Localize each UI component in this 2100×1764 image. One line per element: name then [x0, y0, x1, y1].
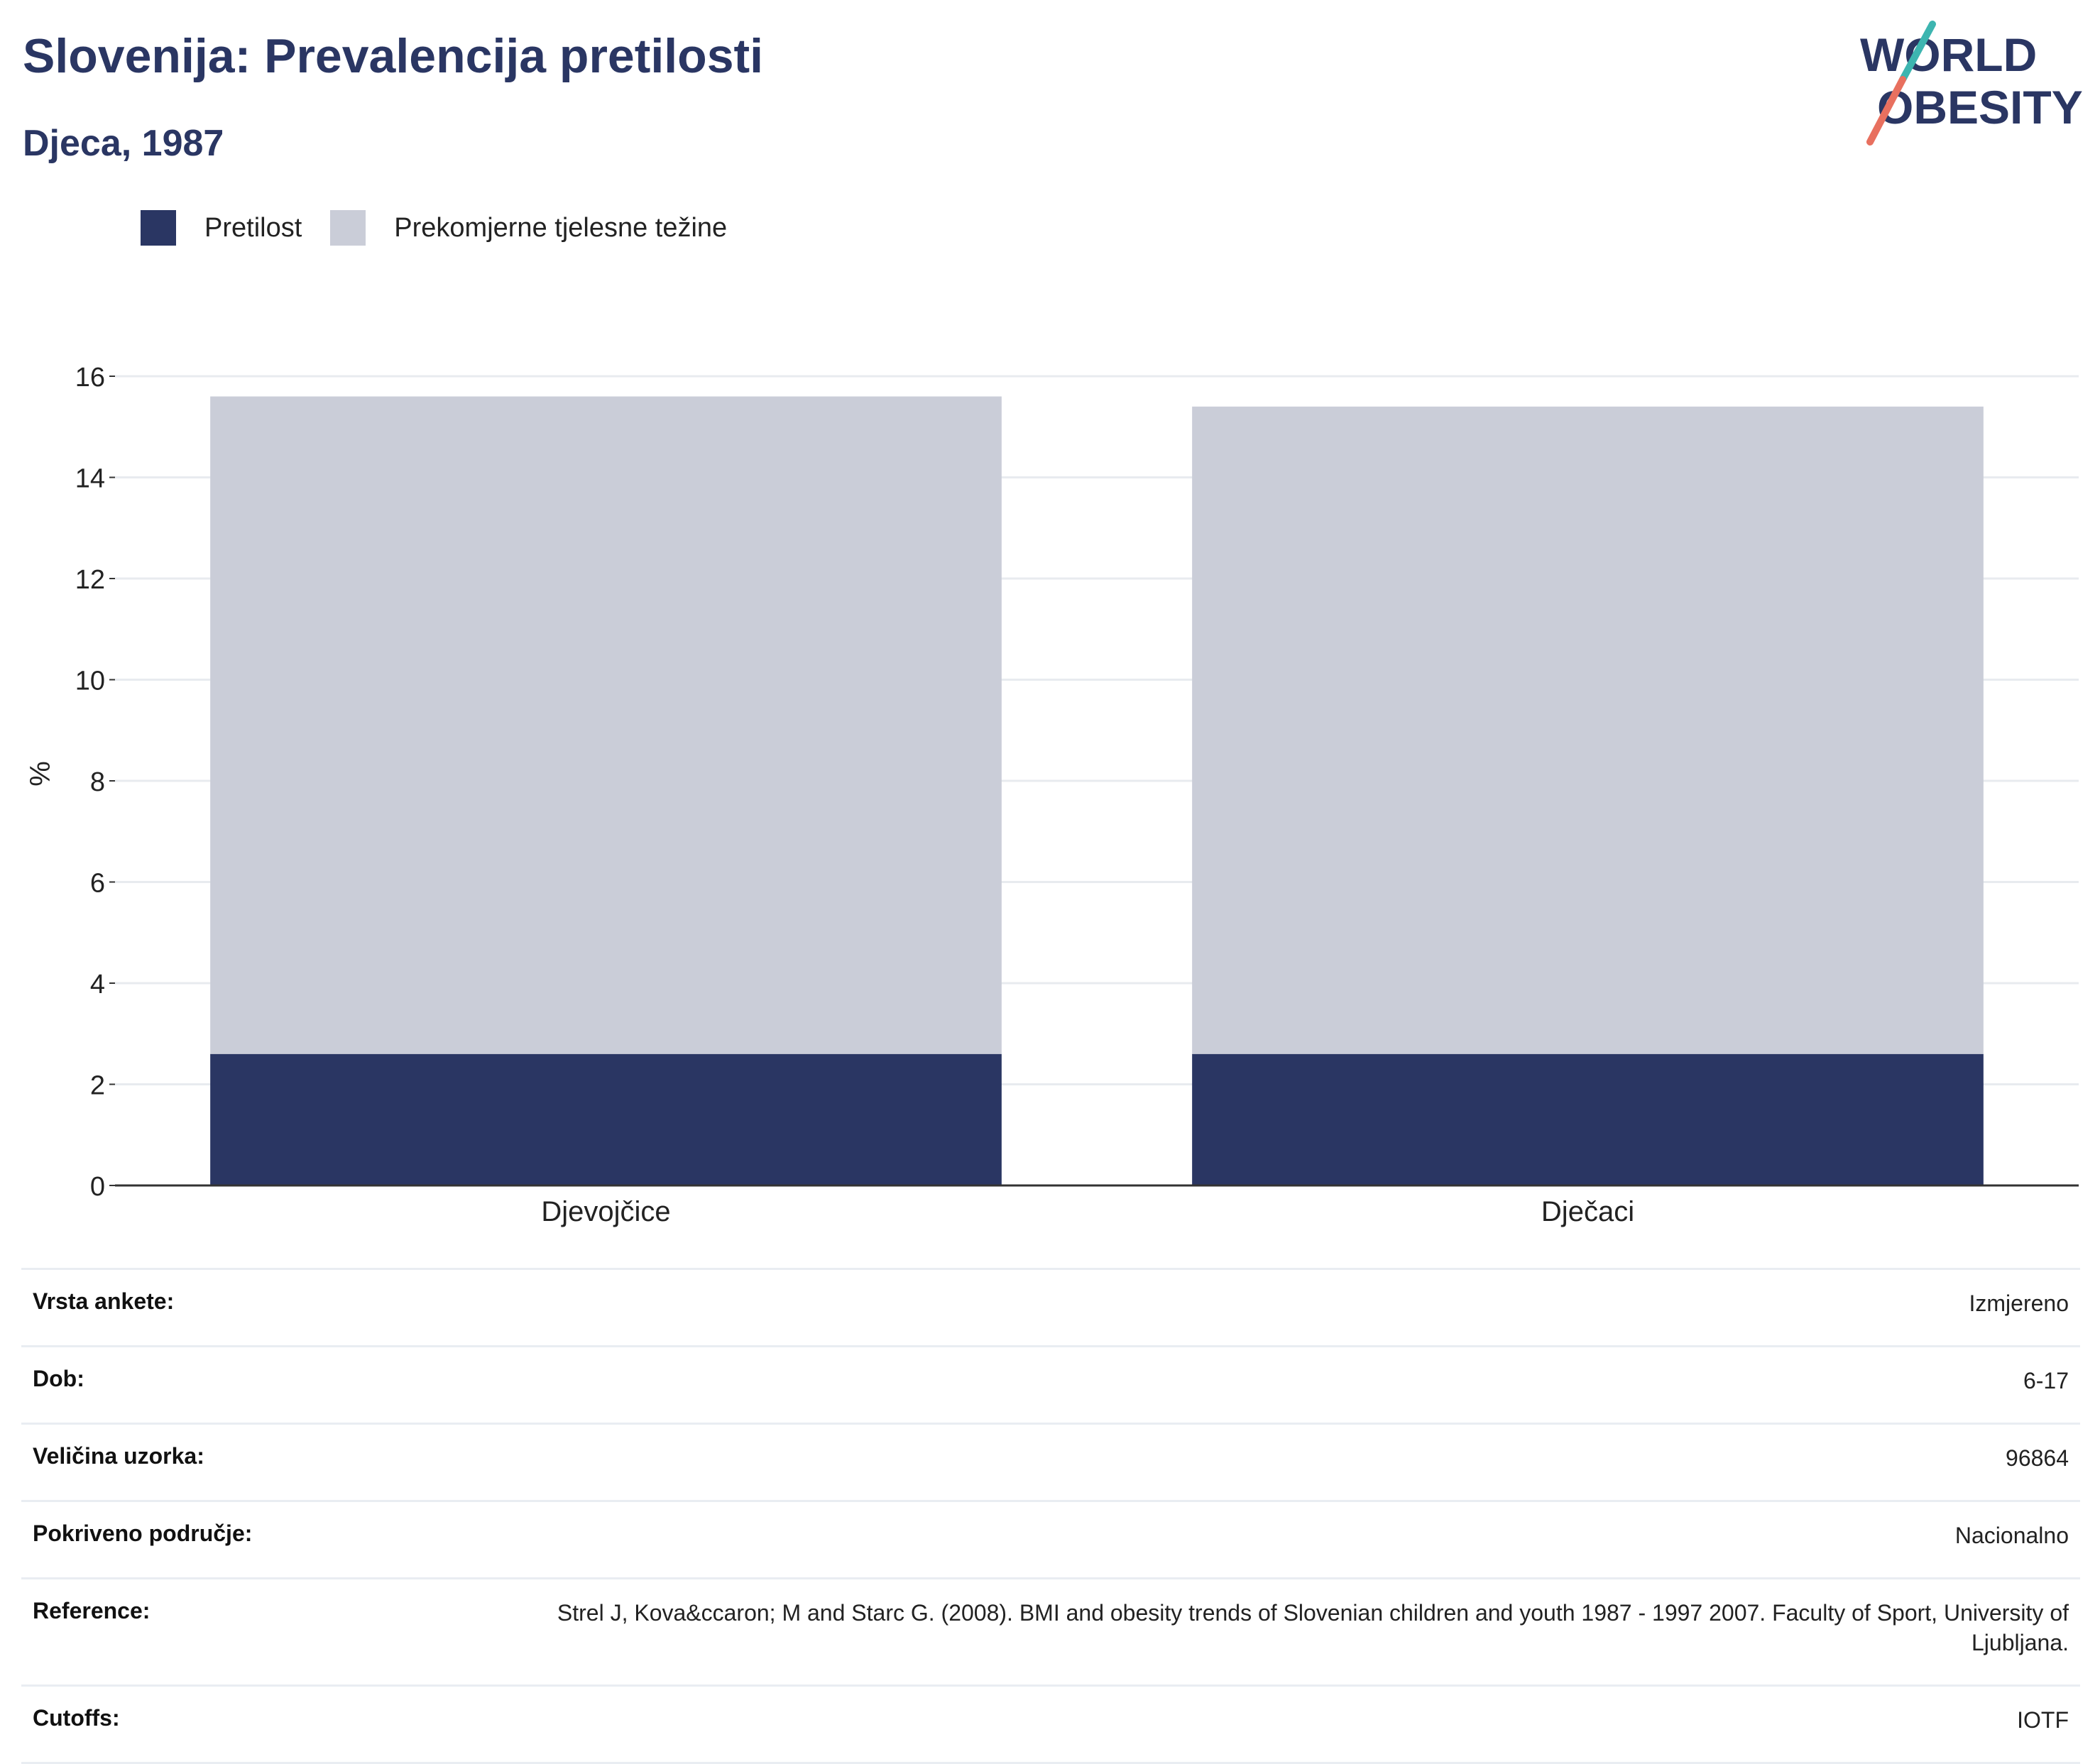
meta-value: 6-17 — [2023, 1368, 2069, 1393]
bar-overweight-0[interactable] — [210, 396, 1002, 1054]
chart-subtitle: Djeca, 1987 — [23, 123, 224, 164]
y-tick-label: 4 — [90, 970, 105, 999]
meta-value: IOTF — [2017, 1707, 2069, 1733]
y-axis-label: % — [25, 761, 56, 787]
meta-value: 96864 — [2006, 1445, 2069, 1471]
bars — [210, 396, 1984, 1185]
y-tick-label: 12 — [75, 565, 105, 595]
meta-row-reference: Reference: Strel J, Kova&ccaron; M and S… — [21, 1578, 2080, 1686]
logo-slash-top — [1899, 21, 1936, 83]
x-tick-label: Dječaci — [1541, 1196, 1634, 1227]
meta-label: Cutoffs: — [33, 1705, 120, 1731]
legend-label-overweight: Prekomjerne tjelesne težine — [394, 212, 728, 243]
meta-row-coverage: Pokriveno područje: Nacionalno — [21, 1501, 2080, 1579]
meta-label: Pokriveno područje: — [33, 1521, 253, 1546]
bar-overweight-1[interactable] — [1192, 406, 1984, 1054]
chart-title: Slovenija: Prevalencija pretilosti — [23, 29, 764, 83]
bar-obesity-1[interactable] — [1192, 1053, 1984, 1185]
y-tick-label: 8 — [90, 767, 105, 797]
legend-swatch-overweight — [330, 210, 366, 246]
legend-item-obesity[interactable]: Pretilost — [141, 210, 302, 246]
legend-swatch-obesity — [141, 210, 176, 246]
meta-label: Veličina uzorka: — [33, 1443, 204, 1469]
meta-row-age: Dob: 6-17 — [21, 1346, 2080, 1424]
logo-line-1: WORLD — [1860, 28, 2037, 81]
meta-row-survey-type: Vrsta ankete: Izmjereno — [21, 1269, 2080, 1347]
y-tick-label: 16 — [75, 363, 105, 393]
meta-value: Strel J, Kova&ccaron; M and Starc G. (20… — [557, 1600, 2069, 1655]
y-tick-label: 6 — [90, 869, 105, 899]
meta-label: Dob: — [33, 1366, 84, 1391]
survey-metadata-table: Vrsta ankete: Izmjereno Dob: 6-17 Veliči… — [21, 1268, 2080, 1764]
meta-value: Izmjereno — [1969, 1291, 2069, 1316]
world-obesity-logo: WORLD OBESITY — [1860, 21, 2083, 146]
bar-obesity-0[interactable] — [210, 1053, 1002, 1185]
axes: 0 2 4 6 8 10 12 14 16 Djevojčice Dječaci — [75, 363, 2079, 1227]
meta-label: Vrsta ankete: — [33, 1288, 175, 1314]
legend-item-overweight[interactable]: Prekomjerne tjelesne težine — [330, 210, 727, 246]
logo-slash-bottom — [1866, 76, 1906, 146]
meta-value: Nacionalno — [1954, 1523, 2069, 1548]
meta-row-cutoffs: Cutoffs: IOTF — [21, 1685, 2080, 1763]
y-tick-label: 14 — [75, 464, 105, 494]
legend-label-obesity: Pretilost — [204, 212, 302, 243]
y-tick-label: 2 — [90, 1071, 105, 1101]
logo-line-2: OBESITY — [1877, 81, 2083, 133]
x-tick-label: Djevojčice — [541, 1196, 670, 1227]
chart-legend: Pretilost Prekomjerne tjelesne težine — [141, 210, 755, 246]
meta-row-sample-size: Veličina uzorka: 96864 — [21, 1423, 2080, 1501]
meta-label: Reference: — [33, 1598, 151, 1623]
bar-chart: 0 2 4 6 8 10 12 14 16 Djevojčice Dječaci % — [25, 363, 2079, 1227]
y-tick-label: 0 — [90, 1172, 105, 1202]
y-tick-label: 10 — [75, 667, 105, 696]
